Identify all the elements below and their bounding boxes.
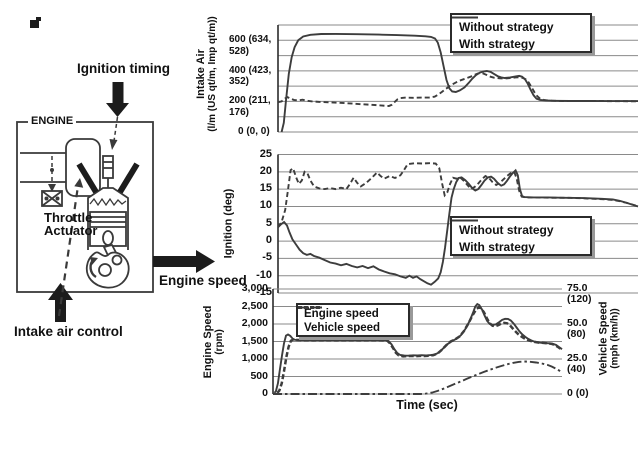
ignition-inner-arrow bbox=[109, 116, 119, 150]
legend-label: Engine speed bbox=[304, 308, 379, 320]
y-tick-label: -15 bbox=[256, 286, 272, 298]
charts-layer bbox=[272, 24, 639, 395]
intake-air-control-label: Intake air control bbox=[14, 324, 123, 339]
y-tick-label: 15 bbox=[259, 182, 272, 195]
ignition-timing-arrow bbox=[106, 82, 129, 117]
piston-assembly bbox=[85, 210, 130, 289]
y-tick-label: 2,000 bbox=[241, 317, 268, 329]
y-tick-label: 50.0 (80) bbox=[567, 316, 588, 341]
y-tick-label: 0 bbox=[265, 234, 272, 247]
y-tick-label: 5 bbox=[265, 216, 272, 229]
legend-label: With strategy bbox=[459, 36, 535, 51]
y-tick-label: 400 (423, 352) bbox=[229, 64, 272, 88]
engine-speed-label: Engine speed bbox=[159, 273, 247, 288]
y-tick-label: -10 bbox=[256, 268, 272, 281]
y-tick-label: 500 bbox=[250, 369, 268, 382]
series-solid bbox=[277, 168, 639, 286]
engine-speed-arrow bbox=[153, 250, 215, 273]
y-tick-label: 10 bbox=[259, 199, 272, 212]
intake-control-dashed-arrow bbox=[57, 178, 84, 317]
legend-label: Vehicle speed bbox=[304, 322, 381, 334]
y-tick-label: 600 (634, 528) bbox=[229, 34, 272, 57]
engine-box-label: ENGINE bbox=[28, 115, 77, 128]
y-tick-label: 3,000 bbox=[241, 282, 268, 294]
series-dashed bbox=[277, 162, 639, 228]
throttle-actuator-label-line2: Actuator bbox=[44, 223, 98, 238]
y-tick-label: 75.0 (120) bbox=[567, 281, 592, 306]
decorative-mark bbox=[30, 17, 41, 28]
legend-entry: Vehicle speed bbox=[298, 306, 408, 335]
dash-dot-line-sample bbox=[298, 306, 322, 309]
legend-label: With strategy bbox=[459, 239, 535, 254]
y-tick-label: 25.0 (40) bbox=[567, 351, 588, 376]
y-tick-label: 0 (0, 0) bbox=[238, 125, 270, 137]
exhaust-valve bbox=[117, 162, 140, 194]
cylinder-head bbox=[76, 155, 140, 210]
chart3-left-axis-title: Engine Speed (rpm) bbox=[202, 305, 225, 379]
y-tick-label: -5 bbox=[262, 251, 272, 264]
engine-diagram bbox=[16, 82, 215, 322]
chart1-y-axis-title: Intake Air (l/m (US qt/m, Imp qt/m)) bbox=[195, 16, 218, 132]
series-dash-dot bbox=[273, 360, 563, 395]
y-tick-label: 0 (0) bbox=[567, 386, 589, 399]
solid-line-sample bbox=[452, 16, 478, 19]
legend-entry: With strategy bbox=[452, 16, 590, 52]
chart2-y-axis-title: Ignition (deg) bbox=[222, 188, 235, 259]
y-tick-label: 1,000 bbox=[241, 352, 268, 364]
spark-plug bbox=[102, 155, 114, 179]
chart3-right-axis-title: Vehicle Speed (mph (km/h)) bbox=[597, 301, 621, 376]
chart2-legend: Without strategy With strategy bbox=[450, 216, 592, 256]
y-tick-label: 2,500 bbox=[241, 299, 268, 312]
legend-entry: Without strategy bbox=[452, 16, 590, 35]
y-tick-label: 200 (211, 176) bbox=[229, 95, 271, 118]
legend-label: Without strategy bbox=[459, 19, 554, 34]
combustion-flame bbox=[89, 197, 127, 207]
legend-entry: Without strategy bbox=[452, 219, 590, 238]
y-tick-label: 25 bbox=[259, 147, 272, 160]
throttle-valve bbox=[41, 156, 63, 207]
chart3-legend: Engine speed Vehicle speed bbox=[296, 303, 410, 337]
throttle-actuator-label-line1: Throttle bbox=[44, 210, 93, 225]
chart1-legend: Without strategy With strategy bbox=[450, 13, 592, 53]
intake-valve bbox=[76, 162, 99, 194]
legend-label: Without strategy bbox=[459, 222, 554, 237]
series-thick-dashed bbox=[276, 305, 563, 394]
series-solid bbox=[280, 32, 638, 133]
y-tick-label: 0 bbox=[262, 387, 268, 399]
x-axis-title: Time (sec) bbox=[396, 398, 458, 412]
y-tick-label: 20 bbox=[259, 164, 272, 177]
y-tick-label: 1,500 bbox=[241, 334, 268, 347]
ignition-timing-label: Ignition timing bbox=[77, 61, 170, 76]
legend-entry: With strategy bbox=[452, 219, 590, 255]
solid-line-sample bbox=[452, 219, 478, 222]
